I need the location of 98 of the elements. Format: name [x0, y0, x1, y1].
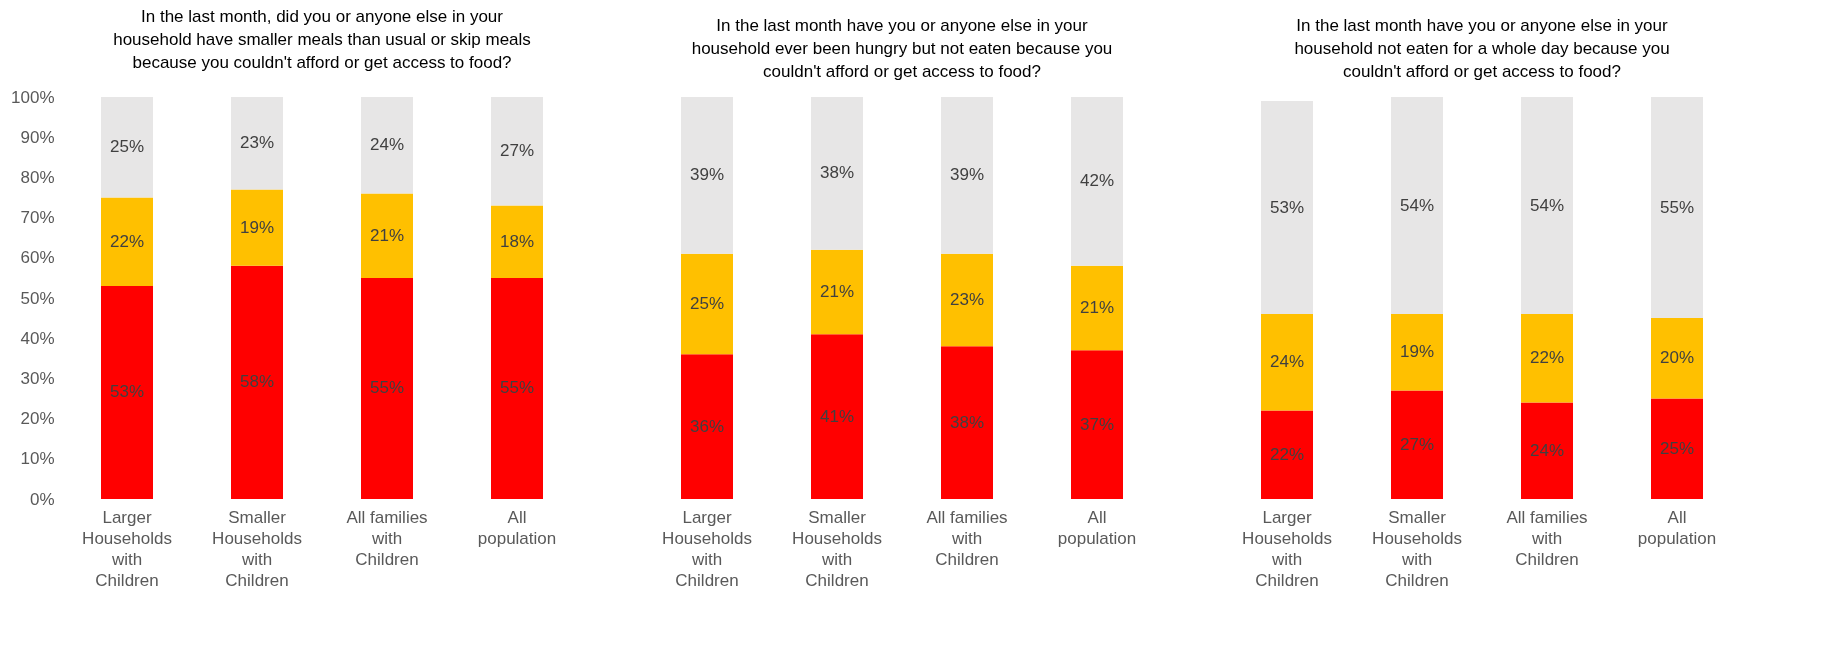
y-tick-label: 80% — [20, 167, 55, 187]
data-label: 21% — [369, 225, 405, 245]
bar — [101, 285, 153, 499]
data-label: 42% — [1079, 171, 1115, 191]
data-label: 27% — [1399, 434, 1435, 454]
data-label: 53% — [1269, 197, 1305, 217]
data-label: 20% — [1659, 348, 1695, 368]
bar — [811, 249, 863, 335]
bar — [231, 189, 283, 266]
x-tick-label: Smaller Households with Children — [212, 507, 302, 590]
data-label: 25% — [689, 294, 725, 314]
bar — [1071, 350, 1123, 499]
data-label: 39% — [949, 165, 985, 185]
data-label: 18% — [499, 231, 535, 251]
y-tick-label: 10% — [20, 449, 55, 469]
y-tick-label: 40% — [20, 328, 55, 348]
y-tick-label: 30% — [20, 368, 55, 388]
data-label: 23% — [949, 290, 985, 310]
data-label: 22% — [1529, 348, 1565, 368]
bar — [1391, 97, 1443, 315]
bar — [231, 97, 283, 190]
data-label: 41% — [819, 406, 855, 426]
bar — [681, 253, 733, 355]
x-tick-label: Smaller Households with Children — [792, 507, 882, 590]
data-label: 24% — [1529, 440, 1565, 460]
bar — [101, 97, 153, 198]
bar — [231, 265, 283, 499]
bar — [491, 277, 543, 499]
x-tick-label: All families with Children — [926, 507, 1008, 569]
bar — [1521, 402, 1573, 499]
data-label: 38% — [819, 163, 855, 183]
bar — [1651, 318, 1703, 399]
y-tick-label: 70% — [20, 208, 55, 228]
data-label: 21% — [1079, 298, 1115, 318]
bar — [1071, 265, 1123, 351]
y-tick-label: 100% — [11, 87, 55, 107]
x-tick-label: All families with Children — [1506, 507, 1588, 569]
bar — [941, 346, 993, 499]
data-label: 21% — [819, 281, 855, 301]
x-tick-label: Larger Households with Children — [662, 507, 752, 590]
data-label: 55% — [369, 378, 405, 398]
data-label: 25% — [109, 137, 145, 157]
y-tick-label: 0% — [29, 489, 55, 509]
y-tick-label: 90% — [20, 127, 55, 147]
data-label: 27% — [499, 141, 535, 161]
chart-title: In the last month have you or anyone else in your household not eaten for a whole day because you couldn't afford or get access to food? — [1294, 16, 1670, 81]
bar — [491, 205, 543, 278]
data-label: 54% — [1399, 195, 1435, 215]
y-tick-label: 50% — [20, 288, 55, 308]
y-tick-label: 20% — [20, 409, 55, 429]
bar — [361, 277, 413, 499]
x-tick-label: Larger Households with Children — [1242, 507, 1332, 590]
bar — [681, 354, 733, 499]
bar — [1651, 398, 1703, 499]
bar — [1391, 390, 1443, 499]
data-label: 19% — [1399, 342, 1435, 362]
data-label: 37% — [1079, 414, 1115, 434]
data-label: 54% — [1529, 195, 1565, 215]
data-label: 22% — [1269, 444, 1305, 464]
data-label: 22% — [109, 231, 145, 251]
data-label: 55% — [499, 378, 535, 398]
bar — [361, 97, 413, 194]
bar — [1261, 101, 1313, 315]
data-label: 25% — [1659, 438, 1695, 458]
bar — [491, 97, 543, 206]
data-label: 39% — [689, 165, 725, 185]
x-tick-label: All population — [1637, 507, 1717, 548]
bar — [941, 97, 993, 254]
data-label: 55% — [1659, 197, 1695, 217]
bar — [1261, 410, 1313, 499]
chart-title: In the last month have you or anyone else in your household ever been hungry but not eaten because you couldn't afford or get access to food? — [691, 16, 1113, 81]
x-tick-label: Smaller Households with Children — [1372, 507, 1462, 590]
bar — [361, 193, 413, 278]
chart-title: In the last month, did you or anyone else in your household have smaller meals than usual or skip meals because you couldn't afford or get access to food? — [113, 7, 531, 72]
data-label: 24% — [1269, 352, 1305, 372]
bar — [811, 97, 863, 250]
bar — [101, 197, 153, 286]
bar — [681, 97, 733, 254]
x-tick-label: All population — [1057, 507, 1137, 548]
x-tick-label: Larger Households with Children — [82, 507, 172, 590]
y-tick-label: 60% — [20, 248, 55, 268]
data-label: 23% — [239, 133, 275, 153]
bar — [1261, 314, 1313, 411]
bar — [1391, 314, 1443, 391]
data-label: 38% — [949, 412, 985, 432]
bar — [1521, 314, 1573, 403]
x-tick-label: All population — [477, 507, 557, 548]
bar — [811, 334, 863, 499]
data-label: 58% — [239, 372, 275, 392]
data-label: 24% — [369, 135, 405, 155]
data-label: 19% — [239, 217, 275, 237]
bar — [1651, 97, 1703, 319]
data-label: 36% — [689, 416, 725, 436]
bar — [941, 253, 993, 347]
bar — [1521, 97, 1573, 315]
bar — [1071, 97, 1123, 266]
data-label: 53% — [109, 382, 145, 402]
x-tick-label: All families with Children — [346, 507, 428, 569]
